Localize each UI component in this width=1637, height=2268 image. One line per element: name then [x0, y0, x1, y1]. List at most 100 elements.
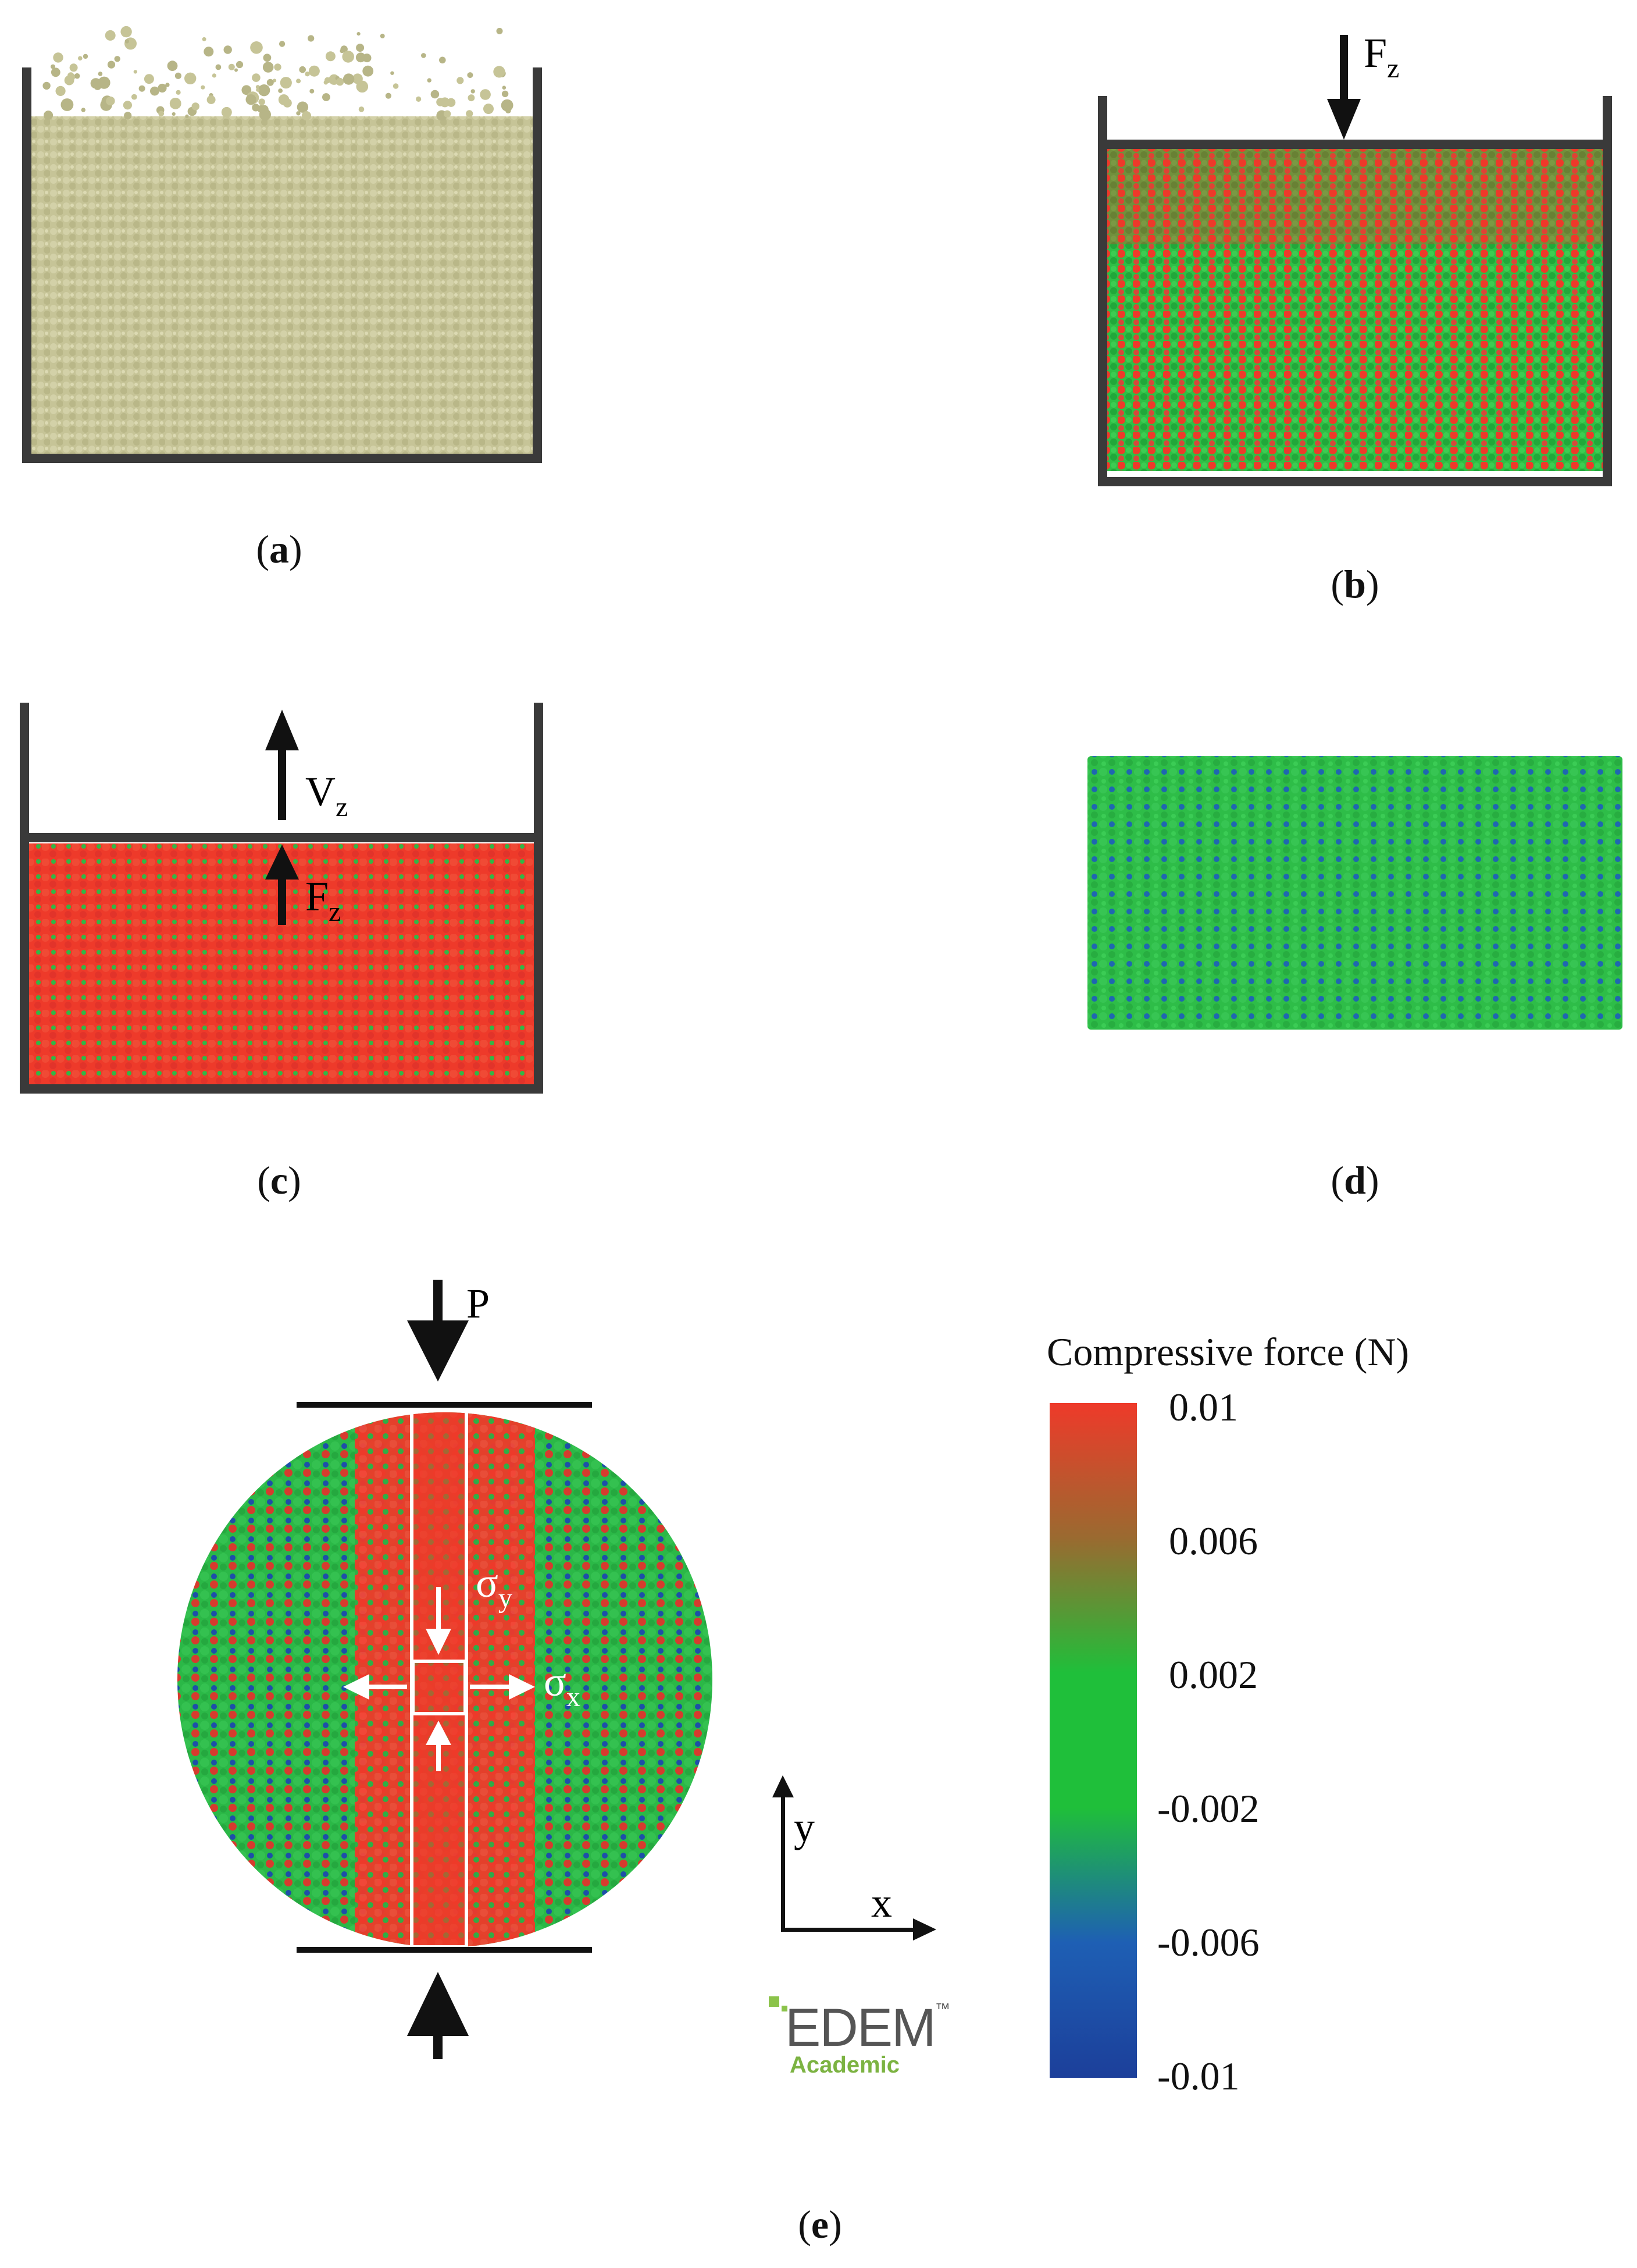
particle: [280, 77, 292, 89]
container-left-wall: [20, 703, 29, 1094]
particle: [297, 101, 309, 113]
particle: [355, 52, 366, 63]
particle: [105, 30, 116, 41]
particle: [51, 64, 55, 69]
particle: [439, 56, 446, 64]
sigma-x-arrow-shaft-left: [366, 1685, 407, 1689]
left-arrow-icon: [343, 1674, 369, 1700]
particle: [336, 77, 344, 86]
particle: [245, 94, 256, 105]
particle: [308, 65, 320, 77]
particle: [169, 98, 181, 109]
sigma-y-label: σy: [476, 1560, 512, 1614]
particle: [138, 85, 145, 92]
panel-c-graphic: Vz Fz: [20, 703, 543, 1094]
particle: [440, 97, 450, 108]
particle: [501, 90, 509, 98]
force-arrow-shaft: [278, 878, 286, 925]
particle: [323, 80, 328, 85]
container-left-wall: [22, 67, 31, 463]
particle: [252, 73, 261, 82]
particle: [185, 114, 189, 118]
panel-d: [1082, 750, 1628, 1041]
particle: [90, 78, 101, 89]
velocity-label: Vz: [305, 768, 348, 823]
particle: [114, 56, 120, 62]
particle: [466, 110, 473, 118]
particle: [78, 56, 83, 60]
particle: [278, 88, 283, 93]
edem-academic-logo: EDEM™ Academic: [768, 1995, 954, 2082]
particle: [124, 39, 129, 44]
logo-subtitle: Academic: [790, 2052, 900, 2078]
particle: [467, 72, 473, 79]
force-label: Fz: [305, 873, 341, 927]
caption-e: (e): [798, 2202, 842, 2246]
particle: [356, 44, 365, 52]
up-arrow-icon: [426, 1721, 451, 1745]
particle: [201, 85, 205, 90]
particle: [133, 70, 137, 74]
particle: [107, 60, 116, 69]
particle: [296, 111, 301, 116]
particle: [69, 63, 78, 72]
particle: [456, 77, 464, 84]
particle: [493, 66, 505, 78]
particle: [283, 98, 292, 108]
load-label: P: [466, 1280, 490, 1327]
down-arrow-icon: [426, 1629, 451, 1655]
particle: [184, 72, 197, 84]
load-arrow-shaft-bottom: [433, 2027, 443, 2071]
particle: [258, 98, 265, 105]
caption-c: (c): [257, 1158, 301, 1202]
particle: [496, 27, 503, 34]
force-arrow-shaft: [1340, 35, 1348, 105]
particle: [172, 112, 176, 116]
particle: [342, 51, 354, 63]
panel-b: Fz: [1087, 23, 1622, 494]
particle: [53, 52, 63, 63]
particle: [358, 106, 365, 112]
container-floor: [20, 1084, 543, 1094]
particle: [106, 96, 115, 106]
particle: [416, 96, 422, 102]
down-arrow-icon: [1327, 99, 1361, 140]
particle: [158, 83, 167, 93]
right-arrow-icon: [913, 1918, 936, 1941]
container-left-wall: [1098, 96, 1107, 486]
particle: [158, 111, 165, 117]
particle: [274, 63, 281, 71]
particle: [257, 105, 265, 113]
particle: [480, 89, 491, 100]
particle: [206, 95, 216, 104]
colorbar-tick-label: 0.002: [1169, 1653, 1258, 1697]
particle: [176, 90, 181, 95]
panel-e-graphic: P σy σx y x: [177, 1280, 936, 2071]
particle: [150, 86, 159, 96]
particle: [483, 104, 494, 115]
colorbar-tick-label: 0.01: [1169, 1385, 1238, 1429]
up-arrow-icon: [265, 710, 299, 750]
panel-a: [12, 23, 547, 465]
particle: [502, 86, 507, 90]
particle: [427, 78, 431, 83]
particle: [385, 92, 392, 99]
particle: [421, 53, 426, 58]
particle: [256, 88, 260, 92]
particle: [51, 67, 60, 77]
top-stress-zone: [1104, 145, 1604, 244]
particle: [221, 106, 232, 118]
panel-c: Vz Fz: [12, 692, 547, 1099]
colorbar-tick-label: 0.006: [1169, 1519, 1258, 1563]
sigma-y-arrow-shaft-bottom: [436, 1742, 441, 1771]
particle: [241, 85, 252, 95]
container-floor: [1098, 477, 1612, 486]
velocity-arrow-shaft: [278, 745, 286, 820]
particle: [263, 54, 272, 62]
particle: [322, 93, 330, 101]
caption-b: (b): [1331, 562, 1379, 606]
particle: [44, 111, 54, 120]
particle: [308, 35, 315, 42]
particle: [296, 79, 301, 84]
particle: [340, 48, 344, 54]
